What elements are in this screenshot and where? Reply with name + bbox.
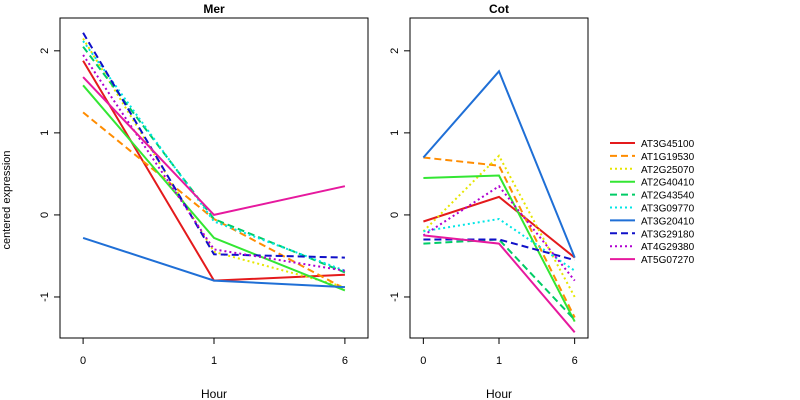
x-tick-label: 1 bbox=[211, 355, 217, 367]
legend-label: AT3G29180 bbox=[641, 229, 695, 240]
legend-item: AT4G29380 bbox=[610, 242, 695, 253]
y-tick-label: -1 bbox=[39, 292, 51, 302]
series-line-at3g09770 bbox=[82, 40, 346, 272]
legend-label: AT4G29380 bbox=[641, 242, 695, 253]
panel-title: Cot bbox=[489, 2, 509, 16]
legend-item: AT2G43540 bbox=[610, 191, 695, 202]
x-axis-title: Hour bbox=[201, 387, 227, 400]
series-line-at2g40410 bbox=[423, 174, 576, 323]
series-line-at3g29180 bbox=[82, 32, 345, 259]
x-tick-label: 6 bbox=[342, 355, 348, 367]
series-line-at4g29380 bbox=[422, 184, 576, 282]
legend-item: AT2G25070 bbox=[610, 165, 695, 176]
panel-cot: Cot -1 0 1 2 0 1 6 Hour bbox=[389, 2, 589, 400]
legend-label: AT3G45100 bbox=[641, 139, 695, 150]
legend-item: AT3G20410 bbox=[610, 216, 695, 227]
y-tick-label: 0 bbox=[389, 212, 401, 218]
legend-label: AT2G40410 bbox=[641, 178, 695, 189]
legend-item: AT3G09770 bbox=[610, 204, 695, 215]
panels-group: Mer -1 0 1 2 0 1 6 Hour Cot -1 0 1 2 0 1 6 Hour bbox=[39, 2, 589, 400]
x-tick-label: 6 bbox=[572, 355, 578, 367]
legend: AT3G45100 AT1G19530 AT2G25070 AT2G40410 AT2G… bbox=[610, 139, 695, 266]
panel-mer: Mer -1 0 1 2 0 1 6 Hour bbox=[39, 2, 369, 400]
series-line-at2g43540 bbox=[423, 238, 576, 321]
series-line-at3g09770 bbox=[423, 217, 576, 272]
legend-item: AT1G19530 bbox=[610, 152, 695, 163]
series-line-at1g19530 bbox=[82, 111, 346, 290]
y-tick-label: -1 bbox=[389, 292, 401, 302]
series-line-at1g19530 bbox=[423, 156, 576, 318]
y-tick-label: 1 bbox=[389, 130, 401, 136]
y-tick-label: 1 bbox=[39, 130, 51, 136]
series-line-at2g25070 bbox=[422, 154, 576, 298]
legend-label: AT2G43540 bbox=[641, 191, 695, 202]
series-line-at3g20410 bbox=[82, 236, 345, 289]
y-tick-label: 2 bbox=[389, 48, 401, 54]
legend-label: AT3G09770 bbox=[641, 204, 695, 215]
plot-frame bbox=[59, 17, 369, 339]
y-tick-label: 0 bbox=[39, 212, 51, 218]
legend-item: AT5G07270 bbox=[610, 255, 695, 266]
panel-title: Mer bbox=[203, 2, 225, 16]
legend-label: AT5G07270 bbox=[641, 255, 695, 266]
series-line-at2g25070 bbox=[82, 37, 346, 289]
legend-label: AT3G20410 bbox=[641, 216, 695, 227]
series-line-at5g07270 bbox=[423, 234, 576, 333]
legend-item: AT3G45100 bbox=[610, 139, 695, 150]
series-line-at3g45100 bbox=[423, 195, 576, 259]
x-tick-label: 0 bbox=[80, 355, 86, 367]
series-line-at3g29180 bbox=[423, 238, 575, 262]
legend-item: AT2G40410 bbox=[610, 178, 695, 189]
x-tick-label: 0 bbox=[420, 355, 426, 367]
legend-item: AT3G29180 bbox=[610, 229, 695, 240]
legend-label: AT1G19530 bbox=[641, 152, 695, 163]
y-axis-title: centered expression bbox=[1, 150, 13, 249]
x-tick-label: 1 bbox=[496, 355, 502, 367]
series-line-at3g20410 bbox=[422, 69, 576, 258]
legend-label: AT2G25070 bbox=[641, 165, 695, 176]
x-axis-title: Hour bbox=[486, 387, 512, 400]
series-line-at2g40410 bbox=[82, 84, 346, 292]
y-tick-label: 2 bbox=[39, 48, 51, 54]
series-line-at5g07270 bbox=[82, 76, 346, 216]
